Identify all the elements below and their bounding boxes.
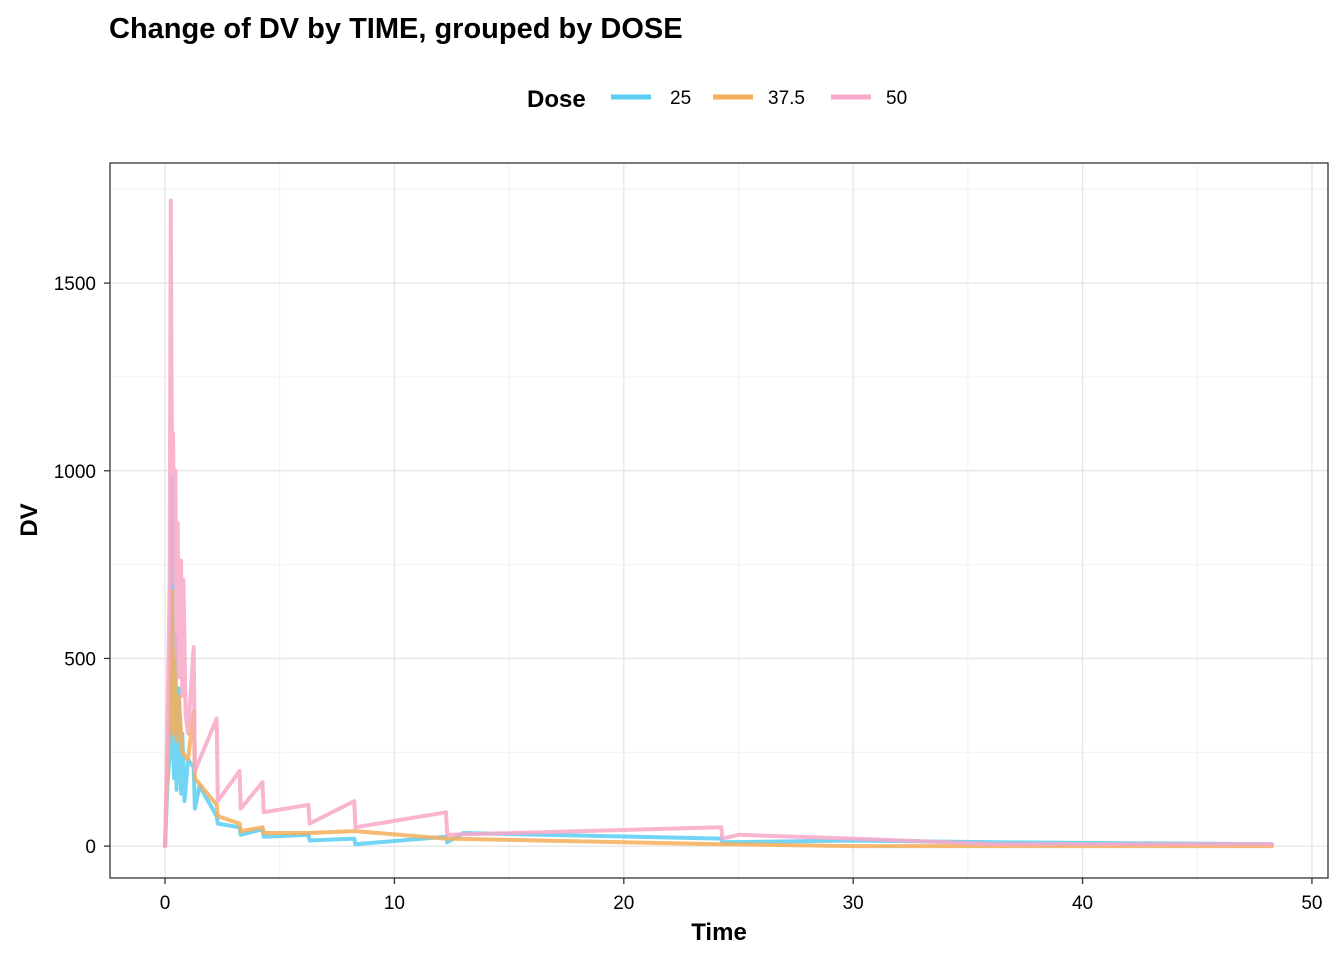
x-tick-label: 30 [843, 893, 864, 914]
y-tick-label: 500 [64, 649, 96, 670]
y-axis: 0 500 1000 1500 [54, 274, 110, 858]
chart-title: Change of DV by TIME, grouped by DOSE [109, 13, 683, 45]
legend-label-50: 50 [886, 88, 907, 109]
plot-panel [110, 163, 1328, 878]
series-line-dose-37-5 [163, 588, 1274, 849]
y-tick-label: 0 [85, 837, 96, 858]
legend: Dose 25 37.5 50 [527, 86, 907, 113]
x-tick-label: 20 [613, 893, 634, 914]
y-axis-title: DV [16, 503, 43, 536]
y-tick-label: 1000 [54, 462, 96, 483]
plot-background [110, 163, 1328, 878]
x-tick-label: 0 [160, 893, 171, 914]
x-axis: 0 10 20 30 40 50 [160, 878, 1323, 914]
x-tick-label: 50 [1301, 893, 1322, 914]
legend-title: Dose [527, 86, 586, 113]
legend-label-37-5: 37.5 [768, 88, 805, 109]
legend-label-25: 25 [670, 88, 691, 109]
x-tick-label: 10 [384, 893, 405, 914]
grid-lines [110, 163, 1328, 878]
series-line-dose-50 [163, 198, 1274, 849]
x-tick-label: 40 [1072, 893, 1093, 914]
y-tick-label: 1500 [54, 274, 96, 295]
x-axis-title: Time [691, 919, 747, 946]
series-layer [163, 198, 1274, 849]
panel-border [109, 162, 1329, 879]
